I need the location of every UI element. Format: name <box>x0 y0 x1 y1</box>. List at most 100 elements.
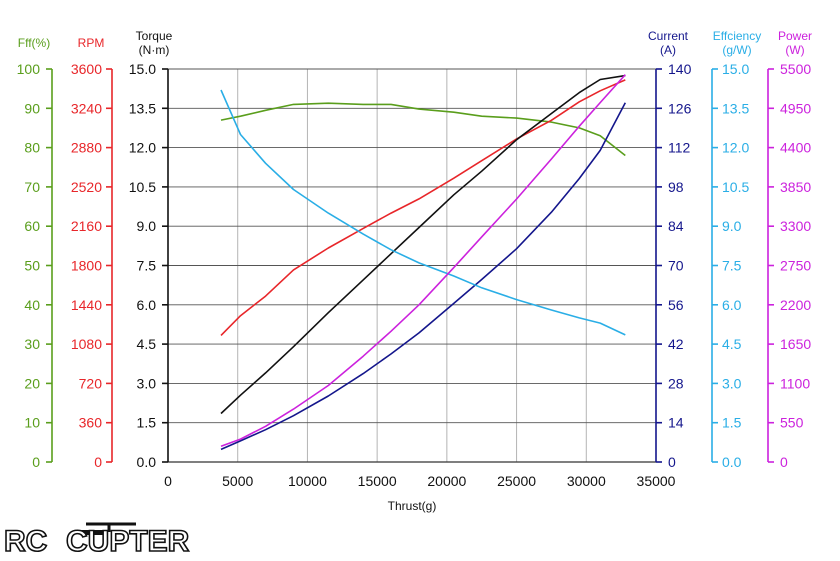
y-axis-title: RPM <box>78 36 105 50</box>
y-tick-label: 84 <box>668 218 684 234</box>
y-tick-label: 100 <box>17 61 41 77</box>
series-line-rpm <box>220 79 626 336</box>
y-tick-label: 50 <box>24 258 40 274</box>
y-tick-label: 3.0 <box>722 375 742 391</box>
x-tick-label: 20000 <box>427 473 466 489</box>
y-axis-title: Fff(%) <box>18 36 50 50</box>
x-tick-label: 15000 <box>358 473 397 489</box>
y-tick-label: 9.0 <box>137 218 157 234</box>
y-tick-label: 3600 <box>71 61 102 77</box>
logo-text-rc: RC <box>4 525 47 556</box>
y-tick-label: 80 <box>24 140 40 156</box>
y-tick-label: 2880 <box>71 140 102 156</box>
x-tick-label: 0 <box>164 473 172 489</box>
y-tick-label: 4400 <box>780 140 811 156</box>
logo-text-copter: CUPTER <box>66 525 190 556</box>
y-axis-title: Power <box>778 29 812 43</box>
y-tick-label: 2160 <box>71 218 102 234</box>
y-tick-label: 9.0 <box>722 218 742 234</box>
y-tick-label: 3300 <box>780 218 811 234</box>
y-tick-label: 10.5 <box>129 179 156 195</box>
y-tick-label: 4950 <box>780 100 811 116</box>
y-tick-label: 3850 <box>780 179 811 195</box>
y-tick-label: 720 <box>79 375 103 391</box>
y-tick-label: 10.5 <box>722 179 749 195</box>
y-tick-label: 0 <box>94 454 102 470</box>
y-axis-power: 0 550 1100 1650 2200 2750 3300 3850 4400 4950 5500… <box>767 29 812 470</box>
y-axis-title: Torque <box>136 29 173 43</box>
y-axis-eff_pct: 0 10 20 30 40 50 60 70 80 90 100 Fff(%) <box>17 36 53 470</box>
y-axis-torque: 0.0 1.5 3.0 4.5 6.0 7.5 9.0 10.5 12.0 13.5 15.0 Tor… <box>129 29 173 470</box>
x-tick-label: 10000 <box>288 473 327 489</box>
y-tick-label: 3.0 <box>137 375 157 391</box>
x-tick-label: 25000 <box>497 473 536 489</box>
y-tick-label: 0.0 <box>722 454 742 470</box>
y-tick-label: 15.0 <box>129 61 156 77</box>
y-tick-label: 15.0 <box>722 61 749 77</box>
y-tick-label: 2200 <box>780 297 811 313</box>
y-tick-label: 70 <box>668 258 684 274</box>
series-line-power <box>220 74 626 448</box>
y-tick-label: 112 <box>668 140 691 156</box>
y-tick-label: 1.5 <box>137 415 157 431</box>
y-axis-title: (g/W) <box>722 43 751 57</box>
x-tick-label: 35000 <box>637 473 676 489</box>
y-tick-label: 7.5 <box>137 258 157 274</box>
y-tick-label: 90 <box>24 100 40 116</box>
y-tick-label: 5500 <box>780 61 811 77</box>
y-axis-title: Effciency <box>713 29 761 43</box>
y-axis-title: (W) <box>785 43 804 57</box>
series-lines <box>220 74 627 451</box>
y-tick-label: 0 <box>780 454 788 470</box>
y-tick-label: 13.5 <box>722 100 749 116</box>
y-tick-label: 2520 <box>71 179 102 195</box>
y-tick-label: 14 <box>668 415 684 431</box>
y-tick-label: 0 <box>668 454 676 470</box>
y-tick-label: 1800 <box>71 258 102 274</box>
x-axis: 0 5000 10000 15000 20000 25000 30000 35000 <box>164 473 676 489</box>
y-tick-label: 42 <box>668 336 684 352</box>
y-tick-label: 3240 <box>71 100 102 116</box>
y-tick-label: 4.5 <box>137 336 157 352</box>
y-axis-current: 0 14 28 42 56 70 84 98 112 126 140 Current(A) <box>648 29 692 470</box>
y-tick-label: 12.0 <box>129 140 156 156</box>
y-axis-title: (N·m) <box>139 43 170 57</box>
y-tick-label: 0.0 <box>137 454 157 470</box>
y-tick-label: 7.5 <box>722 258 742 274</box>
y-tick-label: 60 <box>24 218 40 234</box>
y-axis-title: (A) <box>660 43 676 57</box>
y-tick-label: 98 <box>668 179 684 195</box>
y-tick-label: 1650 <box>780 336 811 352</box>
grid <box>168 68 657 463</box>
y-tick-label: 0 <box>32 454 40 470</box>
y-tick-label: 6.0 <box>137 297 157 313</box>
series-line-eff_pct <box>220 102 626 157</box>
y-tick-label: 12.0 <box>722 140 749 156</box>
y-tick-label: 140 <box>668 61 692 77</box>
y-tick-label: 6.0 <box>722 297 742 313</box>
y-tick-label: 13.5 <box>129 100 156 116</box>
y-tick-label: 126 <box>668 100 692 116</box>
y-tick-label: 10 <box>24 415 40 431</box>
y-tick-label: 28 <box>668 375 684 391</box>
y-tick-label: 40 <box>24 297 40 313</box>
y-axis-title: Current <box>648 29 689 43</box>
y-tick-label: 2750 <box>780 258 811 274</box>
y-tick-label: 1080 <box>71 336 102 352</box>
y-axes: 0 10 20 30 40 50 60 70 80 90 100 Fff(%) 0 360 720 1080 1… <box>17 29 812 470</box>
y-tick-label: 56 <box>668 297 684 313</box>
x-axis-label: Thrust(g) <box>388 499 437 513</box>
y-tick-label: 20 <box>24 375 40 391</box>
y-tick-label: 1100 <box>780 375 810 391</box>
y-axis-efficiency: 0.0 1.5 3.0 4.5 6.0 7.5 9.0 10.5 12.0 13.5 15.0 Eff… <box>711 29 761 470</box>
series-line-efficiency <box>220 89 626 336</box>
y-axis-rpm: 0 360 720 1080 1440 1800 2160 2520 2880 3240 3600 R… <box>71 36 113 470</box>
y-tick-label: 70 <box>24 179 40 195</box>
series-line-current <box>220 102 627 451</box>
x-tick-label: 30000 <box>567 473 606 489</box>
y-tick-label: 4.5 <box>722 336 742 352</box>
y-tick-label: 1.5 <box>722 415 742 431</box>
series-line-torque <box>220 74 626 415</box>
y-tick-label: 1440 <box>71 297 102 313</box>
